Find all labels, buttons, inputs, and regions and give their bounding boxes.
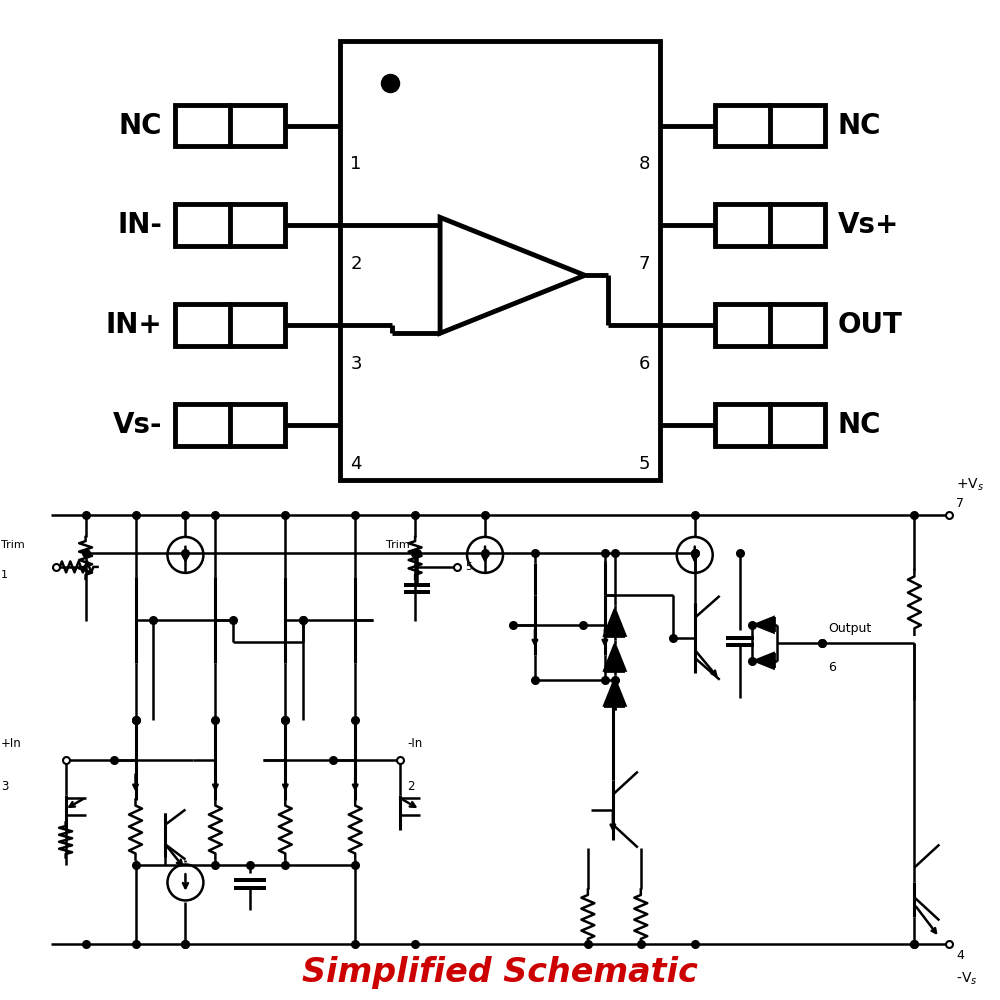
- Text: Simplified Schematic: Simplified Schematic: [302, 956, 698, 989]
- Bar: [175, 204, 285, 246]
- Bar: [340, 41, 660, 480]
- Text: 2: 2: [407, 780, 415, 793]
- Text: 7: 7: [638, 255, 650, 273]
- Text: -In: -In: [407, 737, 422, 750]
- Text: 6: 6: [638, 355, 650, 373]
- Text: Vs-: Vs-: [113, 411, 162, 439]
- Text: Trim: Trim: [1, 540, 24, 550]
- Bar: [715, 105, 825, 146]
- Text: 1: 1: [1, 570, 8, 580]
- Bar: [175, 304, 285, 346]
- Text: 3: 3: [350, 355, 362, 373]
- Bar: [715, 204, 825, 246]
- Bar: [715, 304, 825, 346]
- Polygon shape: [604, 679, 625, 706]
- Text: Vs+: Vs+: [838, 211, 899, 239]
- Text: 8: 8: [638, 155, 650, 173]
- Text: Output: Output: [829, 622, 872, 635]
- Text: NC: NC: [838, 411, 881, 439]
- Text: 5: 5: [465, 562, 472, 572]
- Text: -V$_s$: -V$_s$: [956, 970, 978, 987]
- Text: +In: +In: [1, 737, 21, 750]
- Text: NC: NC: [838, 112, 881, 140]
- Text: NC: NC: [119, 112, 162, 140]
- Text: IN+: IN+: [106, 311, 162, 339]
- Bar: [175, 105, 285, 146]
- Text: 1: 1: [350, 155, 362, 173]
- Text: 7: 7: [956, 497, 964, 510]
- Bar: [175, 404, 285, 446]
- Polygon shape: [755, 653, 774, 668]
- Text: 4: 4: [956, 949, 964, 962]
- Text: +V$_s$: +V$_s$: [956, 477, 984, 493]
- Text: 5: 5: [638, 455, 650, 473]
- Polygon shape: [604, 644, 625, 671]
- Polygon shape: [604, 609, 625, 636]
- Text: 6: 6: [829, 661, 836, 674]
- Text: OUT: OUT: [838, 311, 902, 339]
- Text: 4: 4: [350, 455, 362, 473]
- Text: 2: 2: [350, 255, 362, 273]
- Text: Trim: Trim: [386, 540, 410, 550]
- Text: IN-: IN-: [118, 211, 162, 239]
- Bar: [715, 404, 825, 446]
- Text: 3: 3: [1, 780, 8, 793]
- Polygon shape: [755, 617, 774, 632]
